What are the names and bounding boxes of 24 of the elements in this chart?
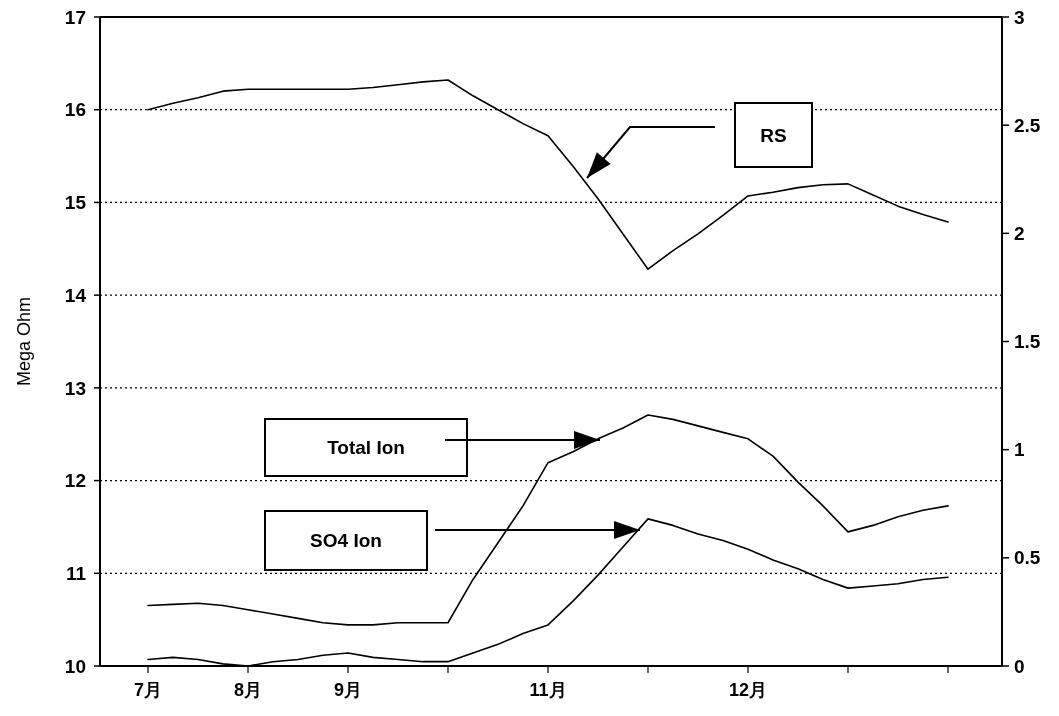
x-tick-label: 12月: [728, 680, 768, 700]
y2-tick-label: 1: [1014, 439, 1025, 461]
y-tick-label: 10: [64, 655, 86, 677]
x-tick-label: 7月: [133, 680, 163, 700]
text: Total Ion: [327, 437, 405, 459]
y2-tick-label: 0: [1014, 655, 1025, 677]
text: SO4 Ion: [310, 530, 382, 552]
y-tick-label: 14: [64, 284, 87, 306]
y-tick-label: 17: [64, 6, 86, 28]
y2-tick-label: 2: [1014, 222, 1025, 244]
y-tick-label: 15: [64, 192, 87, 214]
y2-tick-label: 0.5: [1014, 547, 1041, 569]
y2-tick-label: 3: [1014, 6, 1025, 28]
y-tick-label: 13: [64, 377, 86, 399]
text: RS: [760, 124, 787, 146]
x-tick-label: 8月: [233, 680, 263, 700]
y2-tick-label: 2.5: [1014, 114, 1041, 136]
y-tick-label: 12: [64, 470, 86, 492]
y-axis-title: Mega Ohm: [14, 296, 34, 387]
x-tick-label: 11月: [529, 680, 567, 700]
x-tick-label: 9月: [333, 680, 363, 700]
y-tick-label: 11: [65, 562, 87, 584]
y2-tick-label: 1.5: [1014, 331, 1041, 353]
y-tick-label: 16: [64, 99, 86, 121]
